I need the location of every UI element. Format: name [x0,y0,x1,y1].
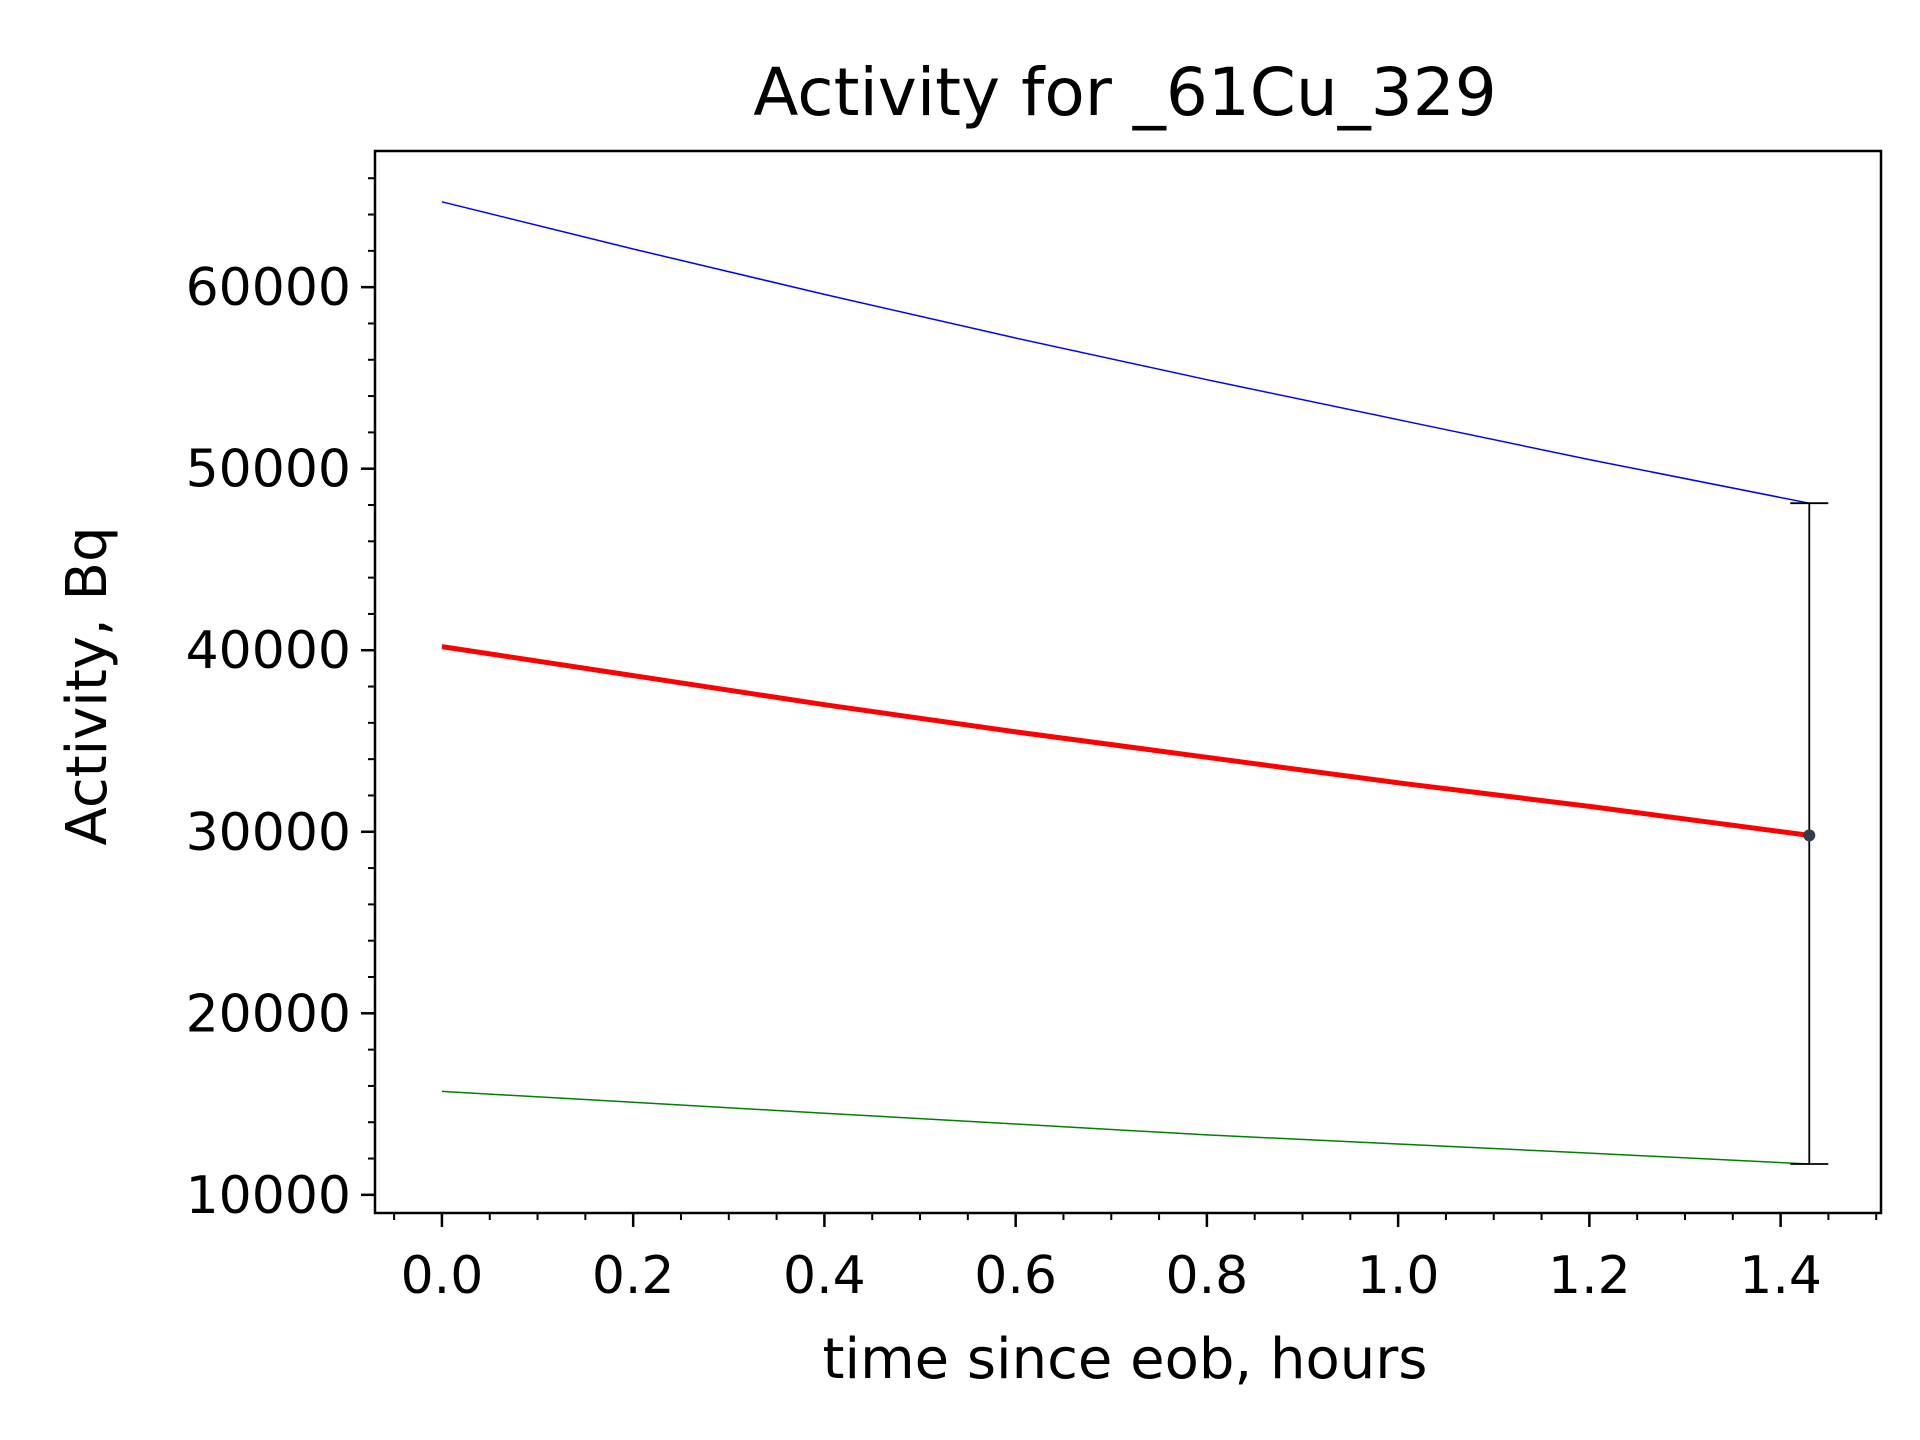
plot-area [441,201,1829,1165]
y-tick-label: 10000 [186,1166,351,1226]
series-line-upper-bound [441,201,1810,504]
x-tick-label: 1.0 [1357,1246,1440,1306]
x-tick-label: 1.2 [1548,1246,1631,1306]
y-tick-label: 20000 [186,984,351,1044]
x-axis-label: time since eob, hours [823,1327,1428,1392]
x-tick-label: 0.4 [783,1246,866,1306]
y-axis-label: Activity, Bq [55,527,120,846]
x-tick-label: 0.8 [1166,1246,1249,1306]
series-line-lower-bound [441,1090,1810,1165]
x-tick-label: 1.4 [1739,1246,1822,1306]
y-tick-label: 30000 [186,803,351,863]
x-tick-label: 0.6 [974,1246,1057,1306]
measurement-point [1803,829,1816,842]
y-tick-label: 50000 [186,440,351,500]
y-tick-label: 60000 [186,258,351,318]
chart-title: Activity for _61Cu_329 [753,54,1496,131]
plot-frame [373,149,1883,1215]
series-line-fit [441,644,1810,838]
x-tick-label: 0.2 [592,1246,675,1306]
x-tick-label: 0.0 [401,1246,484,1306]
y-tick-label: 40000 [186,621,351,681]
